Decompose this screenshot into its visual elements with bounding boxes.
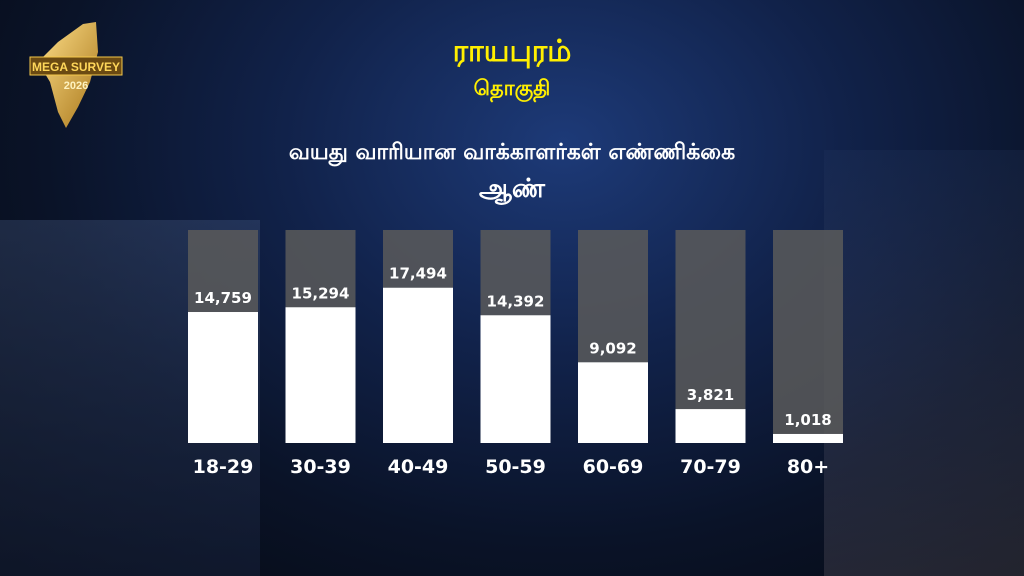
x-tick-label: 60-69 bbox=[583, 456, 644, 478]
gender-label: ஆண் bbox=[479, 174, 545, 204]
chart-title: வயது வாரியான வாக்காளர்கள் எண்ணிக்கை bbox=[288, 140, 736, 165]
constituency-label: தொகுதி bbox=[473, 76, 551, 100]
data-label: 1,018 bbox=[784, 411, 831, 429]
bar-60-69 bbox=[578, 362, 648, 443]
bar-40-49 bbox=[383, 287, 453, 443]
bar-track bbox=[773, 230, 843, 443]
svg-text:2026: 2026 bbox=[64, 80, 88, 92]
x-tick-label: 40-49 bbox=[388, 456, 449, 478]
bar-track bbox=[675, 230, 746, 443]
data-label: 14,392 bbox=[487, 292, 545, 310]
bar-70-79 bbox=[675, 409, 746, 443]
bar-80+ bbox=[773, 433, 843, 443]
bar-50-59 bbox=[480, 315, 551, 443]
bar-30-39 bbox=[285, 307, 356, 443]
svg-text:MEGA SURVEY: MEGA SURVEY bbox=[32, 60, 120, 74]
data-label: 3,821 bbox=[687, 386, 734, 404]
constituency-name: ராயபுரம் bbox=[452, 34, 572, 69]
background-tower bbox=[824, 150, 1024, 576]
data-label: 14,759 bbox=[194, 289, 252, 307]
data-label: 9,092 bbox=[589, 339, 636, 357]
x-tick-label: 50-59 bbox=[485, 456, 546, 478]
x-tick-label: 30-39 bbox=[290, 456, 351, 478]
x-tick-label: 70-79 bbox=[680, 456, 741, 478]
mega-survey-logo: MEGA SURVEY 2026 bbox=[29, 22, 123, 128]
bar-18-29 bbox=[188, 312, 258, 443]
x-tick-label: 80+ bbox=[787, 456, 829, 478]
data-label: 17,494 bbox=[389, 265, 447, 283]
x-tick-label: 18-29 bbox=[193, 456, 254, 478]
data-label: 15,294 bbox=[292, 284, 350, 302]
